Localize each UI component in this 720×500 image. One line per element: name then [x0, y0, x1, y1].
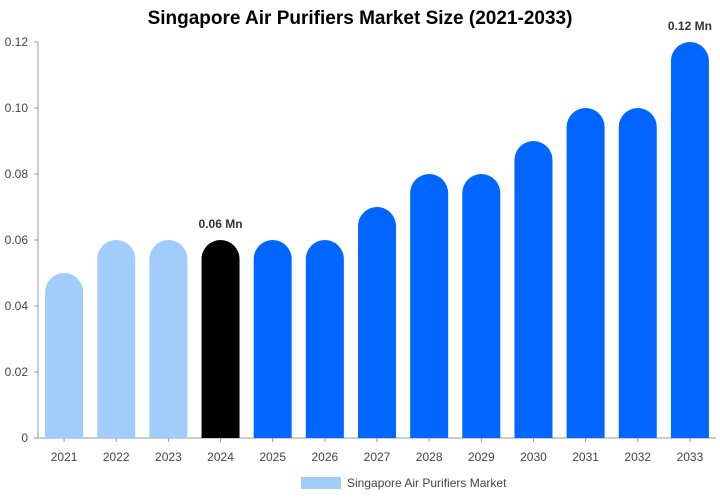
bar-2027	[358, 207, 396, 438]
bar-2025	[253, 240, 292, 438]
y-tick-label: 0.02	[5, 365, 29, 379]
x-tick-label-2030: 2030	[520, 450, 547, 464]
bar-2021	[45, 273, 84, 438]
data-label-2033: 0.12 Mn	[668, 19, 712, 33]
x-tick-label-2025: 2025	[259, 450, 286, 464]
x-tick-label-2024: 2024	[207, 450, 234, 464]
y-tick-label: 0.10	[5, 101, 29, 115]
x-tick-label-2029: 2029	[468, 450, 495, 464]
y-tick-label: 0.06	[5, 233, 29, 247]
legend-swatch	[301, 477, 341, 489]
bar-2026	[305, 240, 344, 438]
bar-2032	[618, 108, 657, 439]
bar-2029	[462, 174, 501, 438]
bar-2022	[97, 240, 136, 438]
x-tick-label-2022: 2022	[103, 450, 130, 464]
bar-2033	[670, 42, 709, 438]
chart-title: Singapore Air Purifiers Market Size (202…	[147, 8, 573, 29]
x-tick-label-2033: 2033	[677, 450, 704, 464]
data-label-2024: 0.06 Mn	[199, 217, 243, 231]
x-tick-label-2032: 2032	[624, 450, 651, 464]
y-tick-label: 0.12	[5, 35, 29, 49]
bar-2030	[514, 141, 553, 438]
bar-2023	[149, 240, 188, 438]
bar-2031	[566, 108, 605, 439]
bar-2024	[201, 240, 240, 438]
bar-2028	[410, 174, 449, 438]
x-tick-label-2021: 2021	[51, 450, 78, 464]
x-tick-label-2027: 2027	[364, 450, 391, 464]
x-tick-label-2031: 2031	[572, 450, 599, 464]
legend-label: Singapore Air Purifiers Market	[347, 476, 507, 490]
y-tick-label: 0.08	[5, 167, 29, 181]
y-tick-label: 0	[21, 431, 28, 445]
y-tick-label: 0.04	[5, 299, 29, 313]
x-tick-label-2023: 2023	[155, 450, 182, 464]
x-tick-label-2026: 2026	[311, 450, 338, 464]
x-tick-label-2028: 2028	[416, 450, 443, 464]
